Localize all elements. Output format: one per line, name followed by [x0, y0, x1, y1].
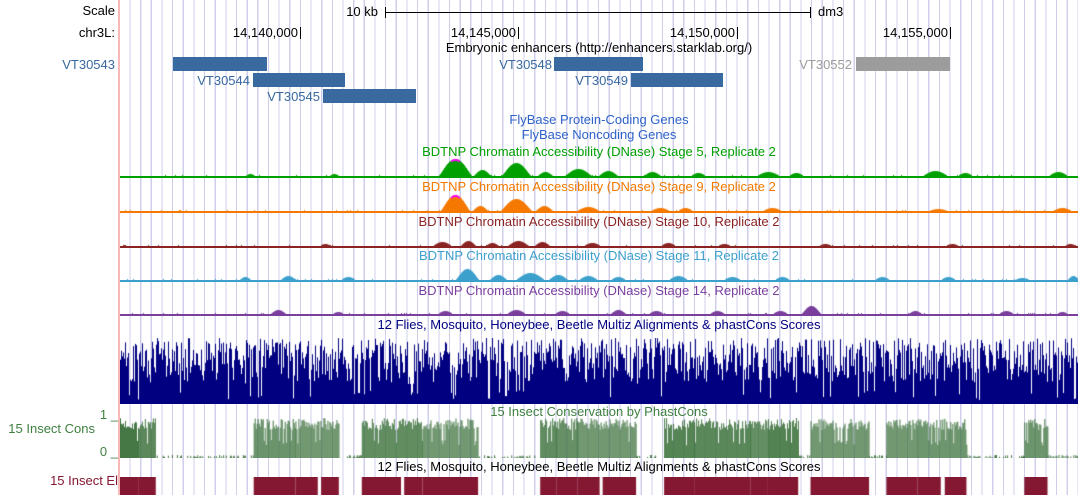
multiz-track-title[interactable]: 12 Flies, Mosquito, Honeybee, Beetle Mul… — [377, 317, 821, 332]
multiz-alignment-track[interactable] — [120, 338, 1078, 404]
coordinate-tick — [300, 27, 301, 39]
enhancer-label-vt30549[interactable]: VT30549 — [575, 73, 628, 88]
dnase-wiggle-track-2[interactable] — [120, 228, 1078, 246]
enhancer-label-vt30552[interactable]: VT30552 — [799, 57, 852, 72]
dnase-track-title-2[interactable]: BDTNP Chromatin Accessibility (DNase) St… — [418, 214, 780, 229]
conservation-track-title[interactable]: 15 Insect Conservation by PhastCons — [490, 404, 708, 419]
scale-bar — [385, 12, 810, 13]
coordinate-tick-label: 14,140,000 — [232, 25, 298, 40]
scale-bar-left-tick — [385, 7, 386, 18]
enhancer-track-title[interactable]: Embryonic enhancers (http://enhancers.st… — [445, 40, 753, 55]
enhancer-bar-vt30545[interactable] — [323, 89, 416, 103]
dnase-wiggle-track-1[interactable] — [120, 193, 1078, 211]
scale-bar-right-tick — [810, 7, 811, 18]
dnase-track-baseline-4 — [120, 314, 1078, 316]
coordinate-tick — [950, 27, 951, 39]
dnase-track-title-1[interactable]: BDTNP Chromatin Accessibility (DNase) St… — [422, 179, 776, 194]
position-marker-line — [118, 0, 120, 495]
scale-bar-value: 10 kb — [346, 4, 378, 19]
enhancer-bar-vt30543[interactable] — [173, 57, 267, 71]
dnase-track-title-0[interactable]: BDTNP Chromatin Accessibility (DNase) St… — [422, 144, 776, 159]
coordinate-tick-label: 14,155,000 — [882, 25, 948, 40]
dnase-track-baseline-2 — [120, 246, 1078, 248]
dnase-track-baseline-0 — [120, 176, 1078, 178]
dnase-track-baseline-1 — [120, 211, 1078, 213]
enhancer-label-vt30548[interactable]: VT30548 — [499, 57, 552, 72]
chromosome-label: chr3L: — [78, 25, 115, 40]
enhancer-label-vt30544[interactable]: VT30544 — [197, 73, 250, 88]
enhancer-label-vt30545[interactable]: VT30545 — [267, 89, 320, 104]
elements-track-left-label[interactable]: 15 Insect El — [50, 473, 118, 488]
conservation-track-left-label[interactable]: 15 Insect Cons — [8, 421, 95, 436]
conservation-axis-min: 0 _ — [99, 444, 118, 459]
coordinate-tick-label: 14,150,000 — [669, 25, 735, 40]
elements-track-title[interactable]: 12 Flies, Mosquito, Honeybee, Beetle Mul… — [377, 459, 821, 474]
scale-label: Scale — [82, 3, 115, 18]
enhancer-label-vt30543[interactable]: VT30543 — [62, 57, 115, 72]
dnase-wiggle-track-3[interactable] — [120, 262, 1078, 280]
dnase-track-title-4[interactable]: BDTNP Chromatin Accessibility (DNase) St… — [418, 283, 780, 298]
coordinate-tick-label: 14,145,000 — [450, 25, 516, 40]
enhancer-bar-vt30544[interactable] — [253, 73, 345, 87]
enhancer-bar-vt30548[interactable] — [554, 57, 643, 71]
dnase-track-title-3[interactable]: BDTNP Chromatin Accessibility (DNase) St… — [418, 248, 780, 263]
conservation-axis-max: 1 _ — [99, 407, 118, 422]
conservation-wiggle-track[interactable] — [120, 418, 1078, 458]
dnase-track-baseline-3 — [120, 280, 1078, 282]
conserved-elements-track[interactable] — [120, 477, 1078, 495]
flybase-coding-track-title[interactable]: FlyBase Protein-Coding Genes — [509, 112, 689, 127]
enhancer-bar-vt30552[interactable] — [856, 57, 950, 71]
enhancer-bar-vt30549[interactable] — [631, 73, 723, 87]
assembly-label: dm3 — [818, 4, 844, 19]
coordinate-tick — [737, 27, 738, 39]
flybase-noncoding-track-title[interactable]: FlyBase Noncoding Genes — [521, 127, 677, 142]
coordinate-tick — [518, 27, 519, 39]
dnase-wiggle-track-4[interactable] — [120, 296, 1078, 314]
dnase-wiggle-track-0[interactable] — [120, 158, 1078, 176]
